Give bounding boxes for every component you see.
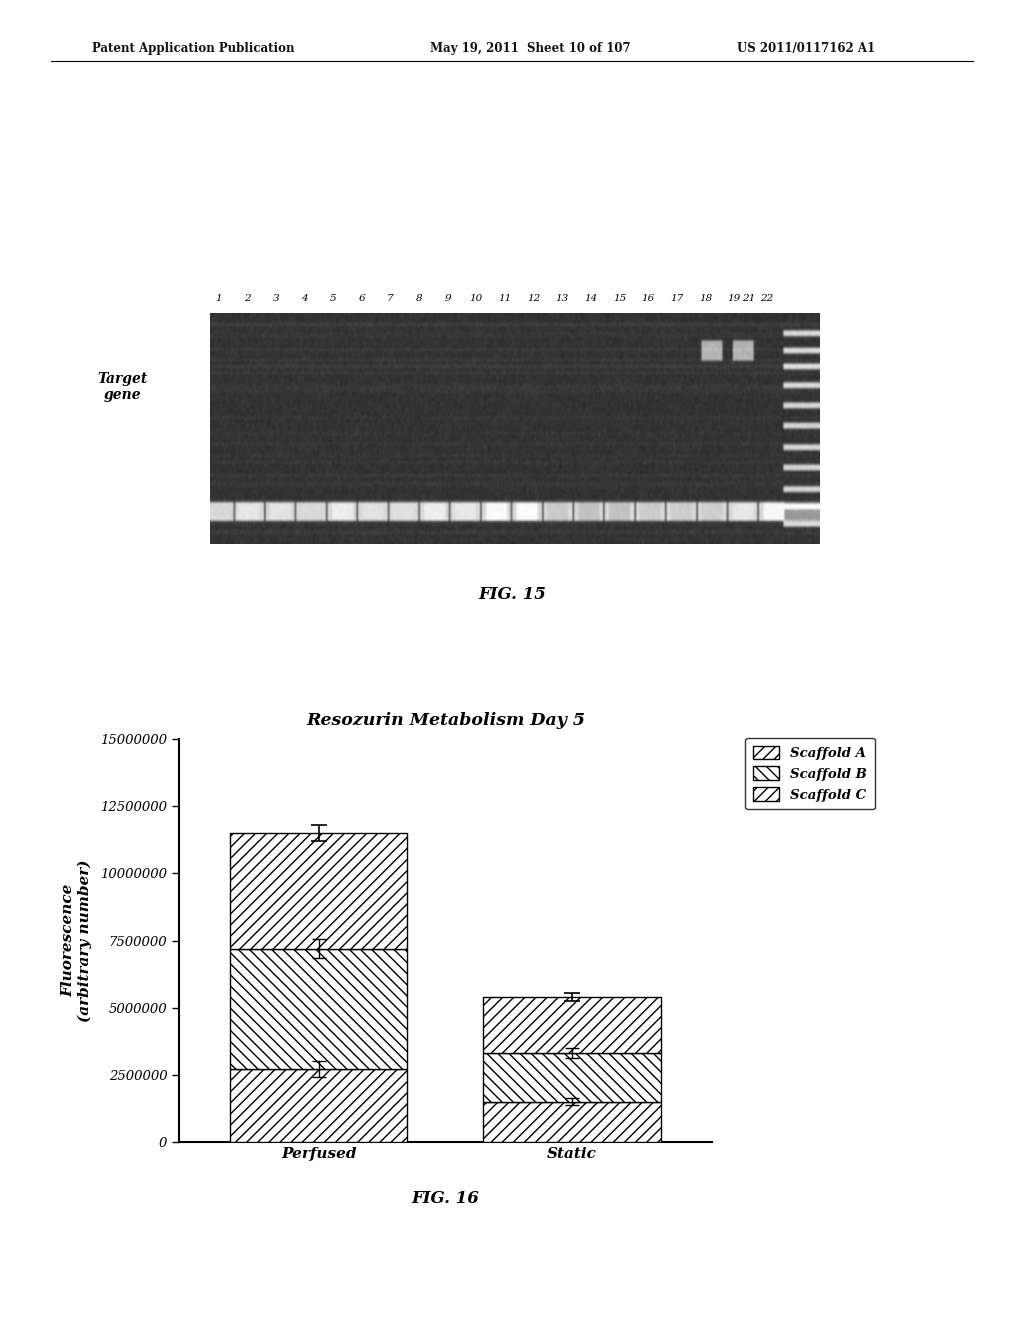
Text: 5: 5 [330,294,336,304]
Text: 18: 18 [698,294,712,304]
Text: 9: 9 [444,294,451,304]
Bar [483,1101,660,1142]
Text: US 2011/0117162 A1: US 2011/0117162 A1 [737,42,876,55]
Text: 4: 4 [301,294,307,304]
Text: 21: 21 [741,294,755,304]
Bar [230,949,408,1069]
Legend: Scaffold A, Scaffold B, Scaffold C: Scaffold A, Scaffold B, Scaffold C [744,738,874,809]
Text: 16: 16 [641,294,654,304]
Text: 13: 13 [556,294,568,304]
Text: 10: 10 [470,294,483,304]
Text: 2: 2 [244,294,251,304]
Text: 8: 8 [416,294,422,304]
Y-axis label: Fluorescence
(arbitrary number): Fluorescence (arbitrary number) [61,859,92,1022]
Text: May 19, 2011  Sheet 10 of 107: May 19, 2011 Sheet 10 of 107 [430,42,631,55]
Text: FIG. 16: FIG. 16 [412,1191,479,1206]
Bar [483,997,660,1053]
Text: Target
gene: Target gene [97,372,148,401]
Bar [230,1069,408,1142]
Text: 14: 14 [585,294,597,304]
Text: 1: 1 [215,294,222,304]
Bar [230,833,408,949]
Text: 17: 17 [670,294,683,304]
Text: 12: 12 [527,294,540,304]
Title: Resozurin Metabolism Day 5: Resozurin Metabolism Day 5 [306,713,585,730]
Bar [483,1053,660,1101]
Text: Patent Application Publication: Patent Application Publication [92,42,295,55]
Text: 15: 15 [612,294,626,304]
Text: FIG. 15: FIG. 15 [478,586,546,602]
Text: 22: 22 [760,294,773,304]
Text: 3: 3 [272,294,279,304]
Text: 7: 7 [387,294,393,304]
Text: 11: 11 [499,294,512,304]
Text: 6: 6 [358,294,365,304]
Text: 19: 19 [727,294,740,304]
